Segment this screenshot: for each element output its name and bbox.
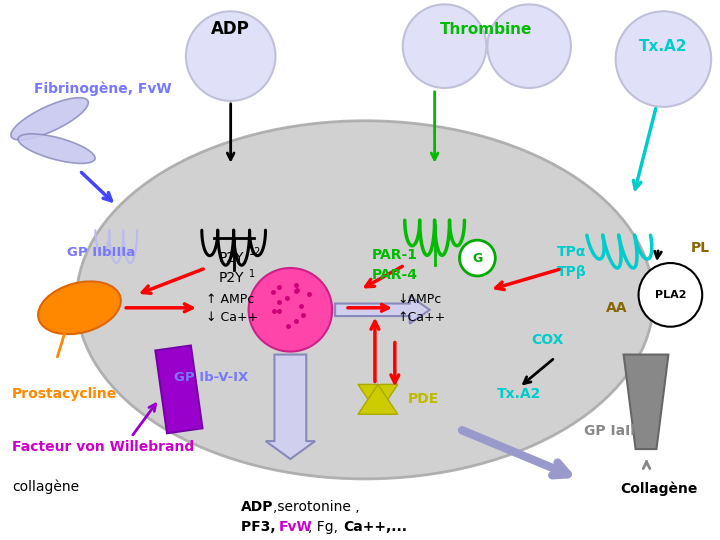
Text: Ca++,...: Ca++,... xyxy=(343,519,407,534)
Text: Thrombine: Thrombine xyxy=(440,22,533,37)
Text: ADP: ADP xyxy=(211,20,250,38)
Text: Tx.A2: Tx.A2 xyxy=(497,387,541,401)
Text: G: G xyxy=(472,252,482,265)
Text: ,serotonine ,: ,serotonine , xyxy=(274,500,360,514)
Polygon shape xyxy=(335,296,430,323)
Text: TPβ: TPβ xyxy=(557,265,587,279)
Circle shape xyxy=(459,240,495,276)
Polygon shape xyxy=(358,384,398,414)
Polygon shape xyxy=(266,355,315,459)
Text: 12: 12 xyxy=(248,247,261,257)
Ellipse shape xyxy=(38,281,121,334)
Ellipse shape xyxy=(76,121,654,479)
Text: GP Ib-V-IX: GP Ib-V-IX xyxy=(174,371,248,384)
Text: PLA2: PLA2 xyxy=(654,290,686,300)
Polygon shape xyxy=(624,355,668,449)
Text: Facteur von Willebrand: Facteur von Willebrand xyxy=(12,440,194,454)
Circle shape xyxy=(487,4,571,88)
Text: TPα: TPα xyxy=(557,245,587,259)
Text: P2Y: P2Y xyxy=(219,271,244,285)
Text: PL: PL xyxy=(690,241,710,255)
Text: GP IaIla: GP IaIla xyxy=(583,424,644,438)
Text: PF3,: PF3, xyxy=(240,519,280,534)
Text: ↓AMPc: ↓AMPc xyxy=(398,293,442,306)
Circle shape xyxy=(186,11,276,101)
Text: , Fg,: , Fg, xyxy=(308,519,343,534)
Text: ↑ AMPc: ↑ AMPc xyxy=(206,293,254,306)
Circle shape xyxy=(248,268,332,352)
Text: GP IIbIIIa: GP IIbIIIa xyxy=(67,246,135,259)
Polygon shape xyxy=(358,384,398,414)
Text: PDE: PDE xyxy=(408,393,439,406)
Text: collagène: collagène xyxy=(12,480,79,494)
Text: Prostacycline: Prostacycline xyxy=(12,387,117,401)
Text: PAR-1: PAR-1 xyxy=(372,248,418,262)
Text: COX: COX xyxy=(531,333,563,347)
Text: ↑Ca++: ↑Ca++ xyxy=(398,311,446,324)
Bar xyxy=(156,346,202,433)
Text: ↓ Ca++: ↓ Ca++ xyxy=(206,311,258,324)
Text: ADP: ADP xyxy=(240,500,273,514)
Text: Collagène: Collagène xyxy=(620,482,697,496)
Text: Fibrinogène, FvW: Fibrinogène, FvW xyxy=(34,82,171,96)
Text: 1: 1 xyxy=(248,269,255,279)
Text: PAR-4: PAR-4 xyxy=(372,268,418,282)
Text: AA: AA xyxy=(606,301,627,315)
Text: P2Y: P2Y xyxy=(219,251,244,265)
Text: FvW: FvW xyxy=(279,519,312,534)
Circle shape xyxy=(402,4,486,88)
Ellipse shape xyxy=(11,98,89,140)
Circle shape xyxy=(639,263,702,327)
Ellipse shape xyxy=(18,134,95,164)
Text: Tx.A2: Tx.A2 xyxy=(639,39,688,53)
Circle shape xyxy=(616,11,711,107)
